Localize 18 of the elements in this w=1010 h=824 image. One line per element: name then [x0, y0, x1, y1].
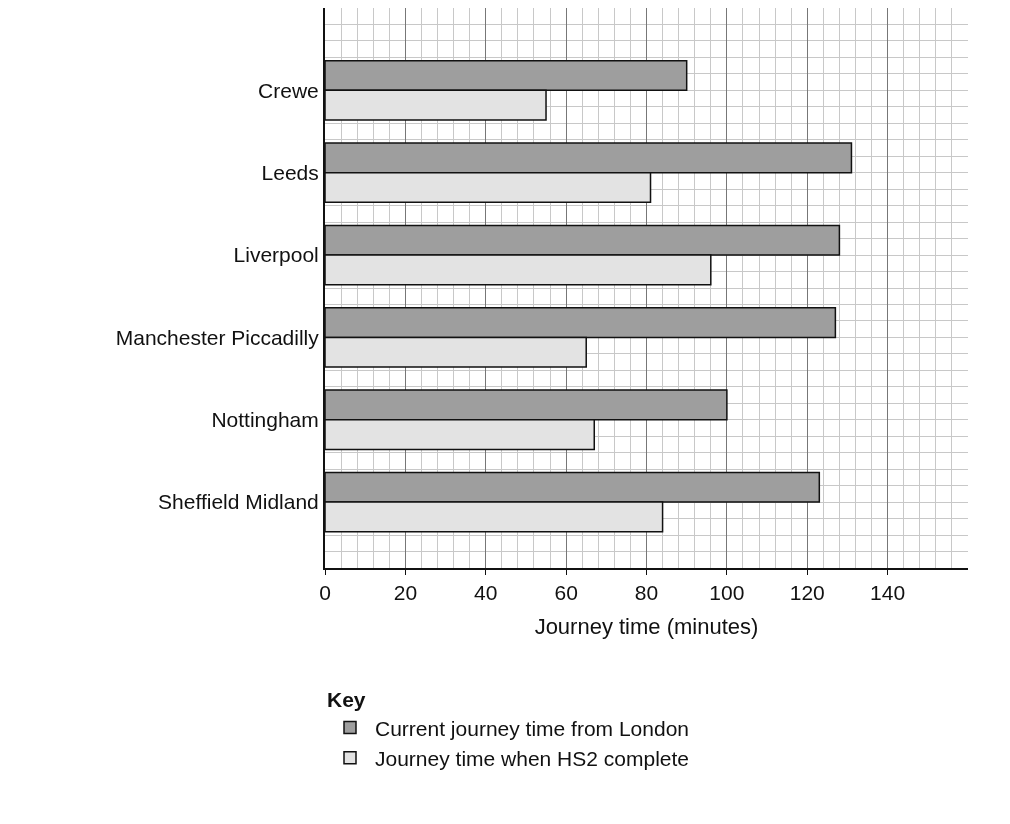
y-tick-label: Sheffield Midland [158, 490, 319, 514]
x-tick-label: 60 [554, 581, 578, 605]
x-tick-label: 100 [709, 581, 745, 605]
x-tick-label: 40 [474, 581, 498, 605]
legend-label: Journey time when HS2 complete [375, 746, 689, 770]
legend-label: Current journey time from London [375, 716, 689, 740]
y-tick-label: Liverpool [233, 243, 319, 267]
y-tick-label: Leeds [261, 161, 319, 185]
x-tick-label: 20 [393, 581, 418, 605]
y-tick-label: Manchester Piccadilly [115, 325, 320, 349]
y-tick-label: Crewe [258, 78, 319, 102]
x-tick-label: 120 [789, 581, 825, 605]
x-tick-label: 140 [870, 581, 906, 605]
y-tick-label: Nottingham [211, 408, 319, 432]
legend-title: Key [327, 688, 366, 712]
x-tick-label: 0 [319, 581, 331, 605]
x-axis-title: Journey time (minutes) [534, 613, 759, 639]
x-tick-label: 80 [634, 581, 659, 605]
